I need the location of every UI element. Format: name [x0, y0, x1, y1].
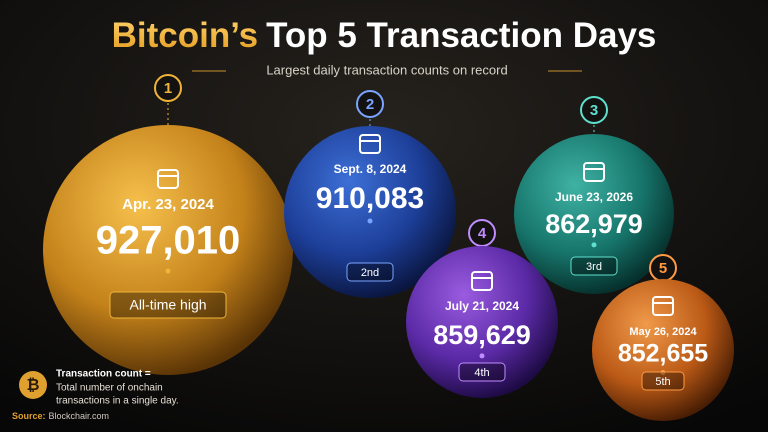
- rank-circle: [356, 90, 384, 118]
- rank-circle: [580, 96, 608, 124]
- rank: 5: [659, 260, 667, 277]
- calendar-icon: [583, 162, 605, 182]
- dot: [479, 353, 485, 359]
- badge-box: [570, 256, 618, 276]
- sphere: [43, 125, 293, 375]
- source: Source: Blockchair.com: [12, 411, 109, 421]
- sphere: [284, 126, 456, 298]
- date: July 21, 2024: [445, 299, 519, 313]
- badge: 3rd: [586, 261, 602, 273]
- date: June 23, 2026: [555, 190, 633, 204]
- bitcoin-icon: [19, 371, 47, 399]
- sphere: [514, 134, 674, 294]
- calendar-icon: [359, 134, 381, 154]
- count: 852,655: [618, 340, 708, 368]
- date: May 26, 2024: [629, 326, 697, 338]
- rank: 2: [366, 96, 374, 113]
- badge-box: [458, 362, 506, 382]
- date: Apr. 23, 2024: [122, 196, 214, 213]
- title: Bitcoin’s Top 5 Transaction Days: [112, 16, 657, 55]
- badge-box: [109, 291, 227, 319]
- badge: 2nd: [361, 267, 379, 279]
- note-term: Transaction count =: [56, 369, 151, 380]
- badge-box: [346, 262, 394, 282]
- badge: 5th: [655, 376, 670, 388]
- source-label: Source:: [12, 411, 46, 421]
- items: 1 Apr. 23, 2024 927,010 All-time high 2 Sept.…: [43, 74, 734, 421]
- dot: [165, 268, 171, 274]
- badge: 4th: [474, 367, 489, 379]
- count: 859,629: [433, 320, 531, 350]
- badge-box: [641, 371, 685, 391]
- count: 910,083: [316, 182, 424, 215]
- dot: [367, 218, 373, 224]
- rank: 1: [164, 80, 172, 97]
- calendar-icon: [652, 296, 674, 316]
- title-highlight: Bitcoin’s: [112, 16, 259, 55]
- subtitle: Largest daily transaction counts on reco…: [266, 62, 507, 77]
- rank: 4: [478, 225, 487, 242]
- calendar-icon: [471, 271, 493, 291]
- count: 862,979: [545, 209, 643, 239]
- rank: 3: [590, 102, 598, 119]
- calendar-icon: [157, 169, 179, 189]
- title-rest: Top 5 Transaction Days: [266, 16, 656, 55]
- note-line: transactions in a single day.: [56, 396, 179, 407]
- badge: All-time high: [129, 297, 206, 313]
- bitcoin-symbol: ₿: [26, 376, 39, 394]
- count: 927,010: [96, 219, 241, 263]
- sphere: [406, 246, 558, 398]
- note-line: Total number of onchain: [56, 383, 163, 394]
- source-text: Blockchair.com: [49, 411, 110, 421]
- rank-circle: [154, 74, 182, 102]
- date: Sept. 8, 2024: [334, 162, 407, 176]
- dot: [591, 242, 597, 248]
- sphere: [592, 279, 734, 421]
